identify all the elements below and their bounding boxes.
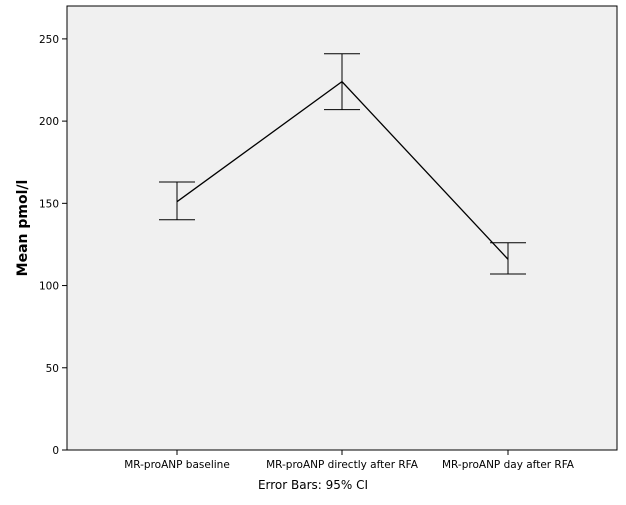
y-tick-label: 100 (39, 281, 59, 293)
error-bar (490, 242, 526, 275)
error-bar (324, 53, 360, 111)
x-tick-label: MR-proANP baseline (124, 459, 230, 471)
x-tick-label: MR-proANP directly after RFA (266, 459, 419, 471)
error-bar (159, 181, 195, 221)
error-bars-footnote: Error Bars: 95% CI (258, 478, 368, 492)
y-tick-label: 0 (52, 445, 59, 457)
x-axis: MR-proANP baseline MR-proANP directly aft… (124, 450, 575, 471)
y-tick-label: 200 (39, 116, 59, 128)
y-axis-label: Mean pmol/l (15, 180, 31, 277)
y-axis: 0 50 100 150 200 250 (39, 34, 67, 457)
y-tick-label: 150 (39, 198, 59, 210)
chart-marks (159, 53, 526, 275)
y-tick-label: 50 (46, 363, 59, 375)
x-tick-label: MR-proANP day after RFA (442, 459, 575, 471)
y-tick-label: 250 (39, 34, 59, 46)
